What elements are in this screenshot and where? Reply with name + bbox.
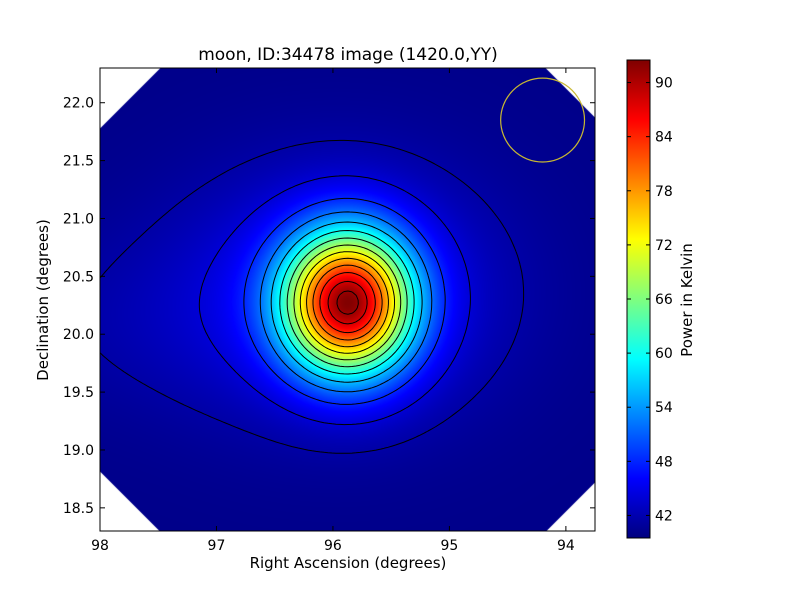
colorbar-tick-label: 84 xyxy=(655,130,673,146)
y-tick-label: 22.0 xyxy=(63,96,94,112)
colorbar-tick-label: 48 xyxy=(655,454,673,470)
colorbar-tick-label: 78 xyxy=(655,184,673,200)
contour-level-9 xyxy=(306,257,389,348)
colorbar-tick-label: 60 xyxy=(655,346,673,362)
x-tick-label: 97 xyxy=(208,538,226,554)
y-tick-label: 18.5 xyxy=(63,501,94,517)
x-tick-label: 94 xyxy=(557,538,575,554)
beam-circle xyxy=(500,77,586,163)
x-tick-label: 98 xyxy=(91,538,109,554)
y-axis: 18.5 19.0 19.5 20.0 20.5 21.0 21.5 22.0 xyxy=(63,96,595,517)
colorbar-tick-label: 90 xyxy=(655,76,673,92)
colorbar-tick-label: 42 xyxy=(655,508,673,524)
contour-lines xyxy=(100,139,525,454)
contour-level-5 xyxy=(279,230,415,375)
contour-level-10 xyxy=(312,264,383,341)
x-tick-label: 95 xyxy=(440,538,458,554)
y-tick-label: 21.0 xyxy=(63,211,94,227)
chart-title: moon, ID:34478 image (1420.0,YY) xyxy=(198,45,498,65)
x-axis: 98 97 96 95 94 xyxy=(91,68,575,554)
colorbar: 42 48 54 60 66 72 78 84 90 Power in Kelvin xyxy=(626,59,696,539)
contour-level-6 xyxy=(286,237,408,368)
y-tick-label: 21.5 xyxy=(63,154,94,170)
contour-level-4 xyxy=(270,221,423,383)
contour-level-8 xyxy=(299,251,395,354)
colorbar-tick-label: 66 xyxy=(655,292,673,308)
contour-level-0 xyxy=(100,139,525,454)
colorbar-label: Power in Kelvin xyxy=(678,243,696,357)
contour-level-2 xyxy=(243,197,446,405)
x-tick-label: 96 xyxy=(324,538,342,554)
plot-frame xyxy=(99,67,596,532)
y-axis-label: Declination (degrees) xyxy=(34,219,52,381)
contour-level-12 xyxy=(327,280,368,325)
heatmap-image xyxy=(100,68,595,531)
y-tick-label: 19.5 xyxy=(63,385,94,401)
contour-level-7 xyxy=(293,244,402,361)
contour-level-1 xyxy=(198,175,471,426)
colorbar-ticks: 42 48 54 60 66 72 78 84 90 xyxy=(627,76,673,524)
contour-level-11 xyxy=(319,272,376,334)
colorbar-tick-label: 54 xyxy=(655,400,673,416)
colorbar-tick-label: 72 xyxy=(655,238,673,254)
plot-area xyxy=(100,68,595,531)
y-tick-label: 19.0 xyxy=(63,443,94,459)
y-tick-label: 20.0 xyxy=(63,327,94,343)
y-tick-label: 20.5 xyxy=(63,269,94,285)
contour-level-3 xyxy=(259,211,433,393)
contour-level-13 xyxy=(336,290,359,315)
x-axis-label: Right Ascension (degrees) xyxy=(250,554,447,572)
